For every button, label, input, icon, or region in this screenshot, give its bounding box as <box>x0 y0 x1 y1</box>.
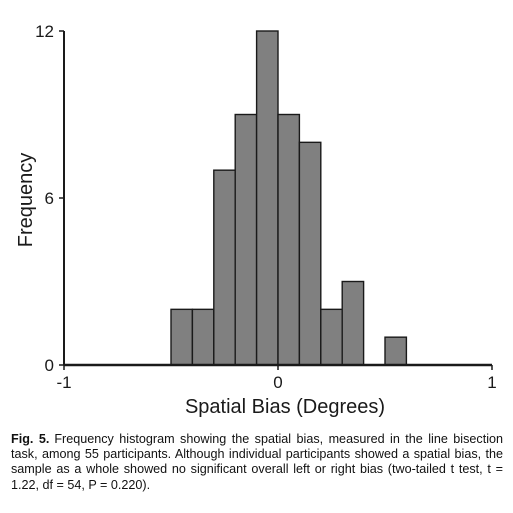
figure-label: Fig. 5. <box>11 432 50 446</box>
y-tick-label-1: 6 <box>45 189 54 208</box>
y-tick-label-0: 0 <box>45 356 54 375</box>
histogram-bar-10 <box>384 336 408 366</box>
histogram-bar-3 <box>213 169 236 366</box>
figure-caption: Fig. 5. Frequency histogram showing the s… <box>11 432 503 493</box>
x-tick-label-1: 0 <box>273 373 282 392</box>
y-axis-title: Frequency <box>15 153 37 248</box>
bars-group <box>170 30 408 366</box>
caption-text: Frequency histogram showing the spatial … <box>11 432 503 492</box>
histogram-bar-2 <box>191 308 215 366</box>
histogram-bar-1 <box>170 308 194 366</box>
x-axis-title: Spatial Bias (Degrees) <box>185 396 385 418</box>
histogram-bar-6 <box>277 113 301 366</box>
histogram-bar-7 <box>298 141 322 366</box>
histogram-bar-5 <box>255 30 279 366</box>
histogram-bar-8 <box>320 308 343 366</box>
histogram-bar-4 <box>234 113 258 366</box>
x-tick-label-2: 1 <box>487 373 496 392</box>
y-tick-label-2: 12 <box>35 22 54 41</box>
histogram-bar-9 <box>341 280 365 366</box>
x-tick-label-0: -1 <box>56 373 71 392</box>
